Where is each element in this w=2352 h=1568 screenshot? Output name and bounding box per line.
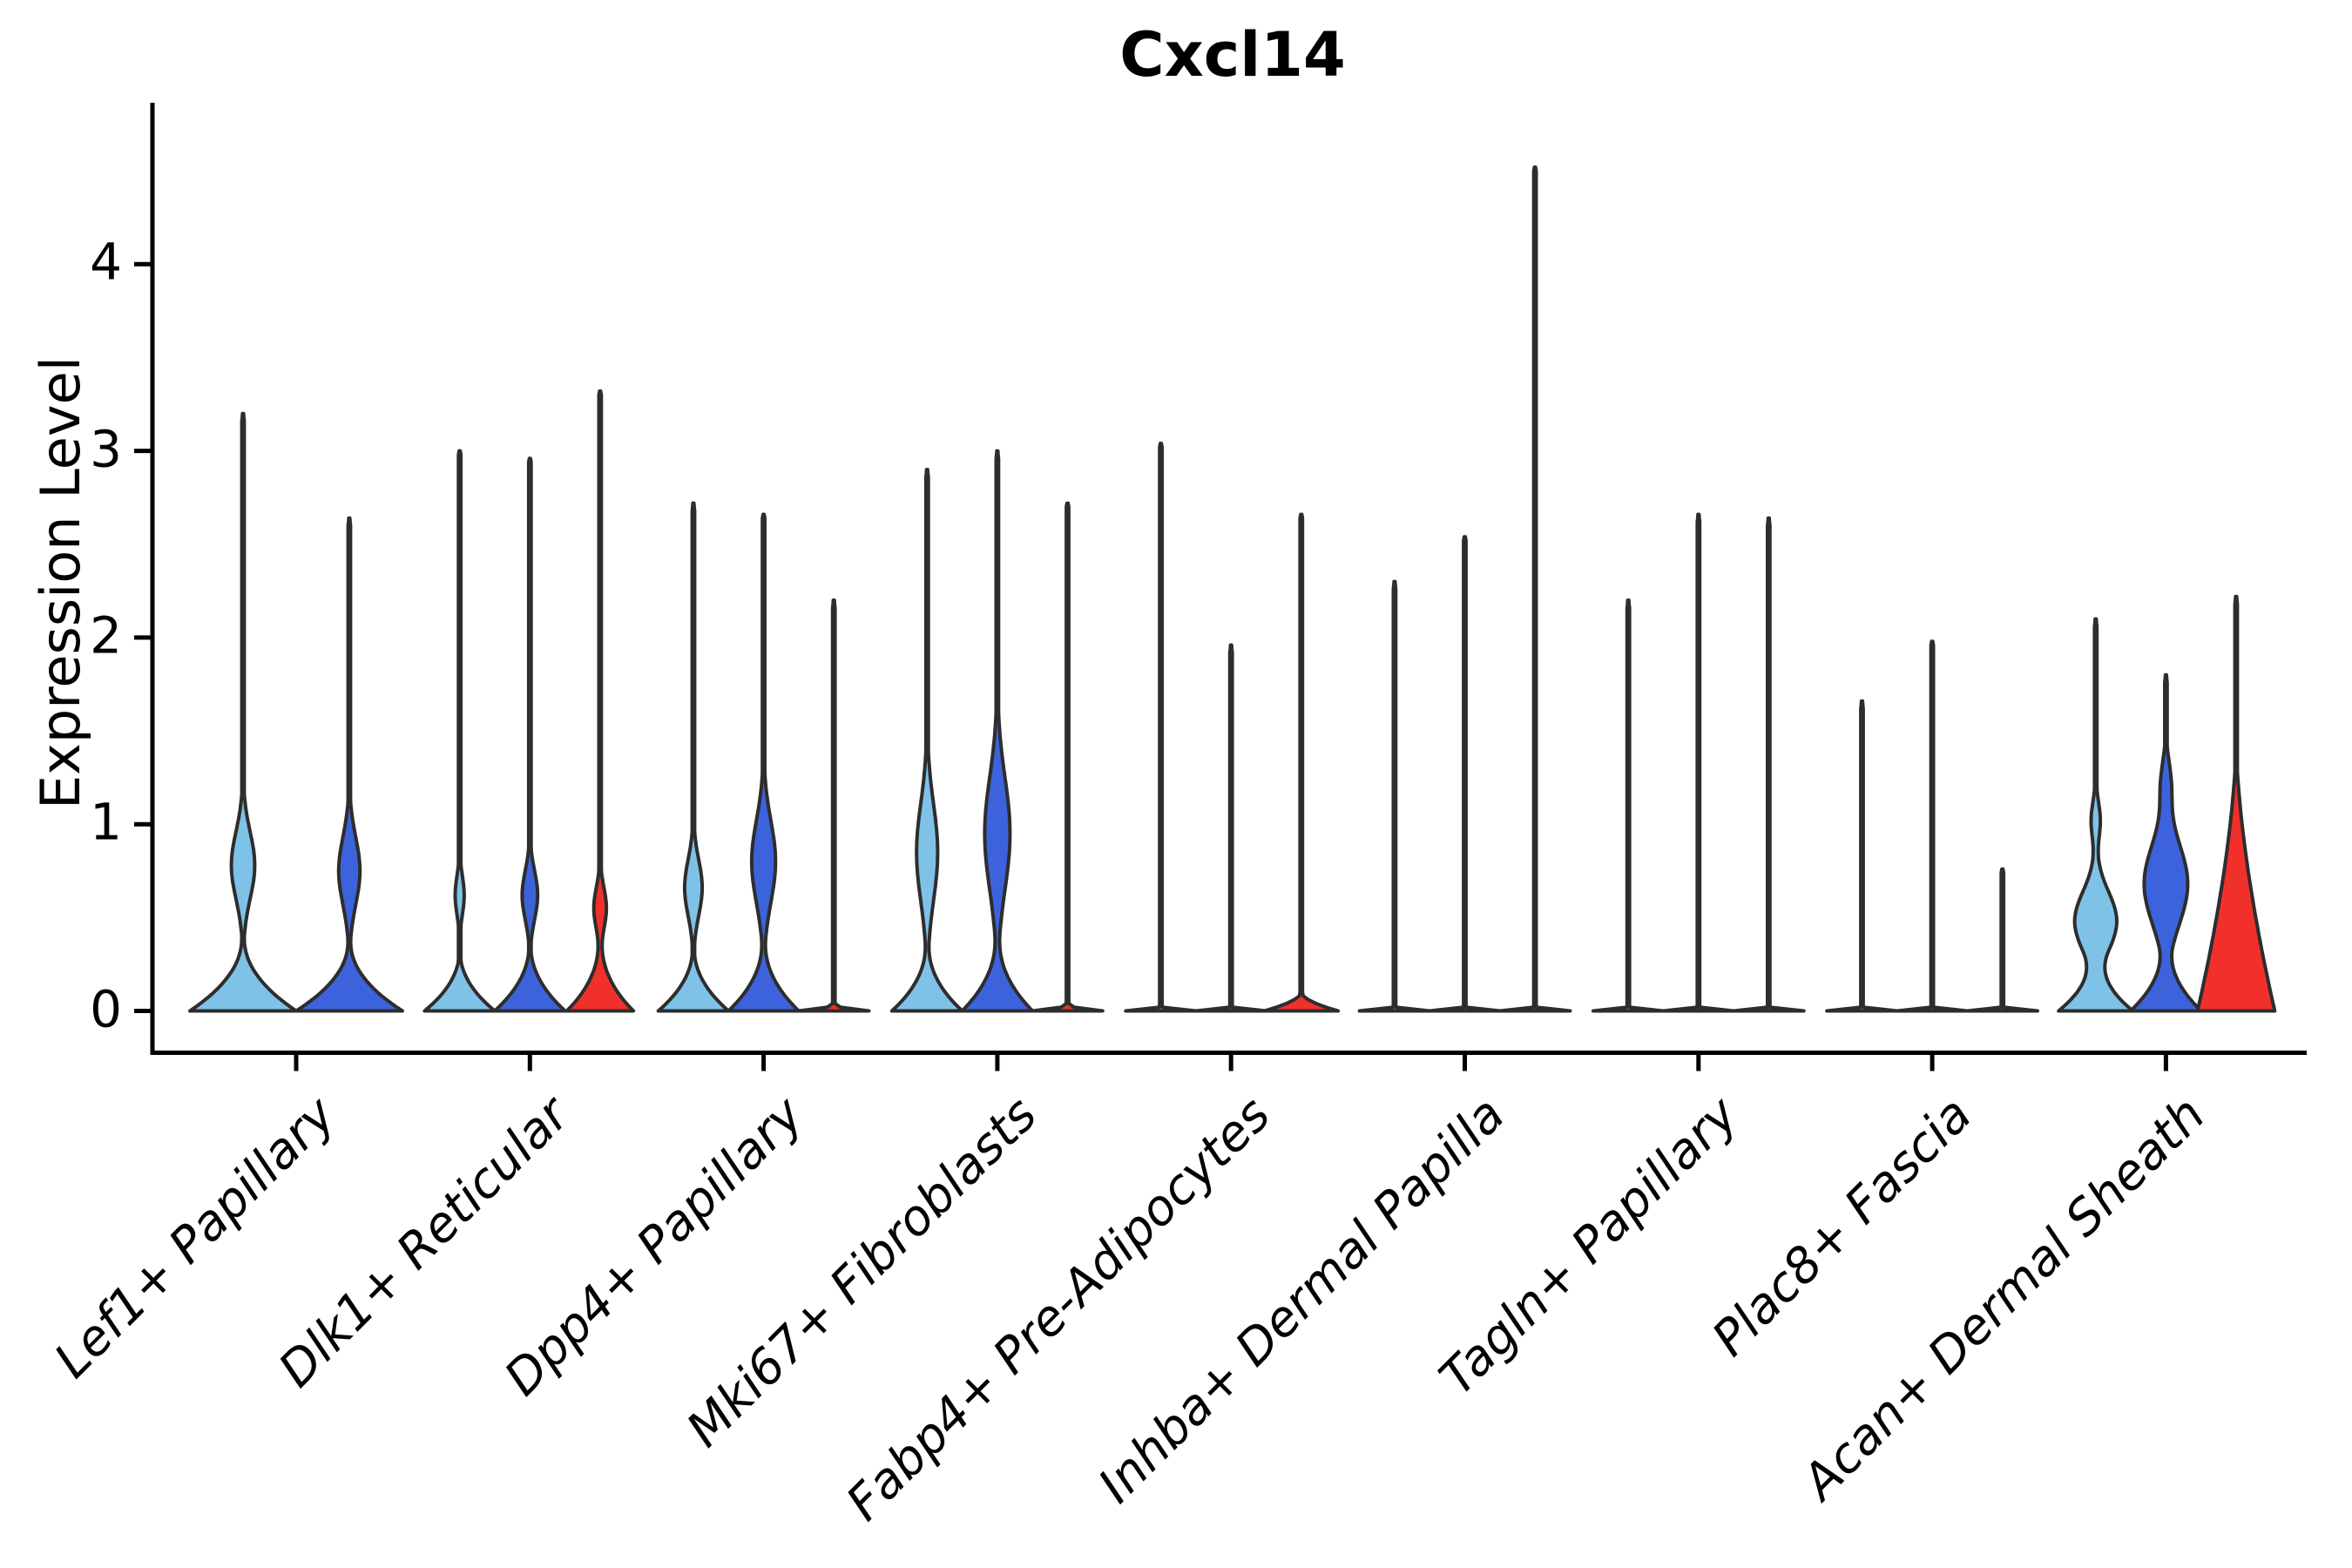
- violin-7-red: [1965, 867, 2039, 1013]
- violin-3-light-blue: [889, 468, 964, 1013]
- violin-0-dark-blue: [294, 516, 404, 1013]
- violin-7-dark-blue: [1895, 639, 1970, 1013]
- axes-layer: [134, 103, 2307, 1071]
- y-tick-label: 1: [90, 792, 122, 852]
- violin-1-dark-blue: [493, 456, 567, 1013]
- y-axis-label: Expression Level: [29, 356, 92, 809]
- violin-6-red: [1732, 516, 1806, 1013]
- violin-5-light-blue: [1357, 579, 1432, 1013]
- violin-7-light-blue: [1825, 699, 1899, 1013]
- y-tick-label: 4: [90, 232, 122, 292]
- violin-3-red: [1031, 501, 1105, 1013]
- violins-layer: [188, 165, 2277, 1013]
- violin-5-red: [1497, 165, 1572, 1013]
- violin-1-red: [564, 389, 636, 1013]
- violin-2-light-blue: [656, 501, 731, 1013]
- violin-4-red: [1262, 512, 1341, 1013]
- y-tick-label: 0: [90, 978, 122, 1038]
- violin-8-dark-blue: [2128, 672, 2203, 1013]
- violin-8-light-blue: [2057, 617, 2135, 1013]
- violin-6-light-blue: [1591, 598, 1666, 1013]
- violin-2-red: [796, 598, 871, 1013]
- violin-4-light-blue: [1124, 442, 1198, 1013]
- y-tick-label: 2: [90, 605, 122, 666]
- violin-0-light-blue: [188, 411, 298, 1013]
- violin-2-dark-blue: [727, 512, 801, 1013]
- violin-8-red: [2195, 594, 2277, 1013]
- y-tick-label: 3: [90, 418, 122, 478]
- violin-6-dark-blue: [1661, 512, 1736, 1013]
- violin-5-dark-blue: [1428, 535, 1502, 1013]
- chart-title: Cxcl14: [1119, 19, 1346, 91]
- violin-4-dark-blue: [1193, 643, 1268, 1013]
- violin-1-light-blue: [422, 449, 497, 1013]
- violin-3-dark-blue: [960, 449, 1035, 1013]
